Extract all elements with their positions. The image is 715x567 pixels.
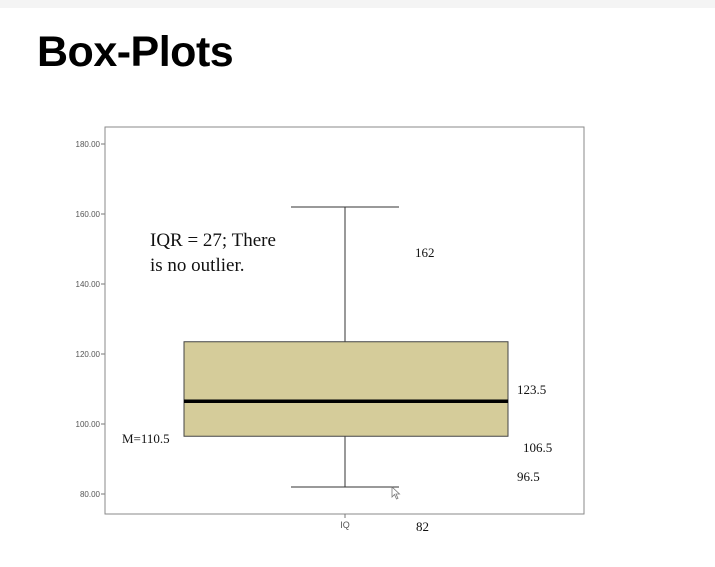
y-tick-label: 160.00 <box>76 210 101 219</box>
y-tick-label: 180.00 <box>76 140 101 149</box>
y-axis: 80.00 100.00 120.00 140.00 160.00 180.00 <box>76 140 105 499</box>
slide-title: Box-Plots <box>37 28 234 76</box>
median-value-label: 106.5 <box>523 440 553 455</box>
q3-value-label: 123.5 <box>517 382 547 397</box>
min-value-label: 82 <box>416 519 429 534</box>
iqr-annotation-line1: IQR = 27; There <box>150 230 276 251</box>
mouse-pointer-icon <box>391 486 401 500</box>
y-tick-label: 80.00 <box>80 490 101 499</box>
y-tick-label: 140.00 <box>76 280 101 289</box>
q1-value-label: 96.5 <box>517 469 540 484</box>
iqr-annotation: IQR = 27; There is no outlier. <box>150 228 276 278</box>
x-tick-label: IQ <box>340 520 350 530</box>
iqr-annotation-line2: is no outlier. <box>150 255 245 276</box>
y-tick-label: 120.00 <box>76 350 101 359</box>
box-group <box>183 206 509 518</box>
mean-label: M=110.5 <box>122 431 170 446</box>
y-tick-label: 100.00 <box>76 420 101 429</box>
top-strip <box>0 0 715 8</box>
iqr-box <box>183 341 509 437</box>
max-value-label: 162 <box>415 245 435 260</box>
